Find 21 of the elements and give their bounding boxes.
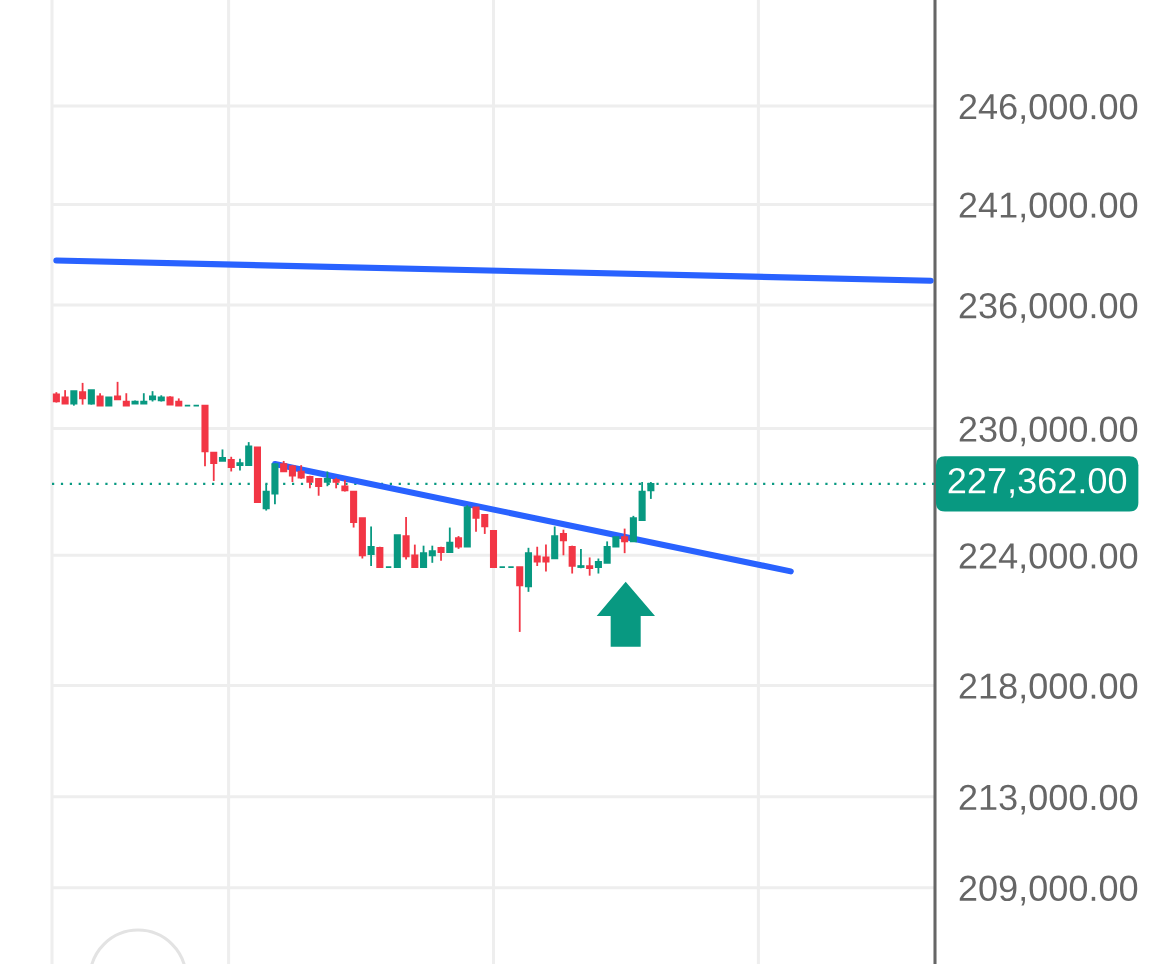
candlestick [367, 525, 375, 567]
candlestick [516, 566, 524, 633]
y-tick-label: 213,000.00 [959, 784, 1138, 815]
y-tick-label: 241,000.00 [959, 192, 1138, 223]
y-tick-label: 246,000.00 [959, 93, 1138, 124]
candlestick [586, 556, 594, 577]
candlestick [629, 514, 637, 543]
candlestick [559, 528, 567, 557]
candlestick [621, 527, 629, 555]
ref-line-label: 227,362.00 [948, 467, 1127, 498]
candlestick [551, 525, 559, 560]
candlestick [210, 451, 218, 482]
candlestick [446, 526, 454, 553]
y-tick-label: 236,000.00 [959, 292, 1138, 323]
candlestick [420, 544, 428, 568]
y-tick-label: 209,000.00 [959, 875, 1138, 906]
y-tick-label: 230,000.00 [959, 416, 1138, 447]
y-tick-label: 224,000.00 [959, 543, 1138, 573]
y-tick-label: 218,000.00 [959, 673, 1138, 704]
candlestick [79, 381, 87, 406]
candlestick [568, 544, 576, 575]
